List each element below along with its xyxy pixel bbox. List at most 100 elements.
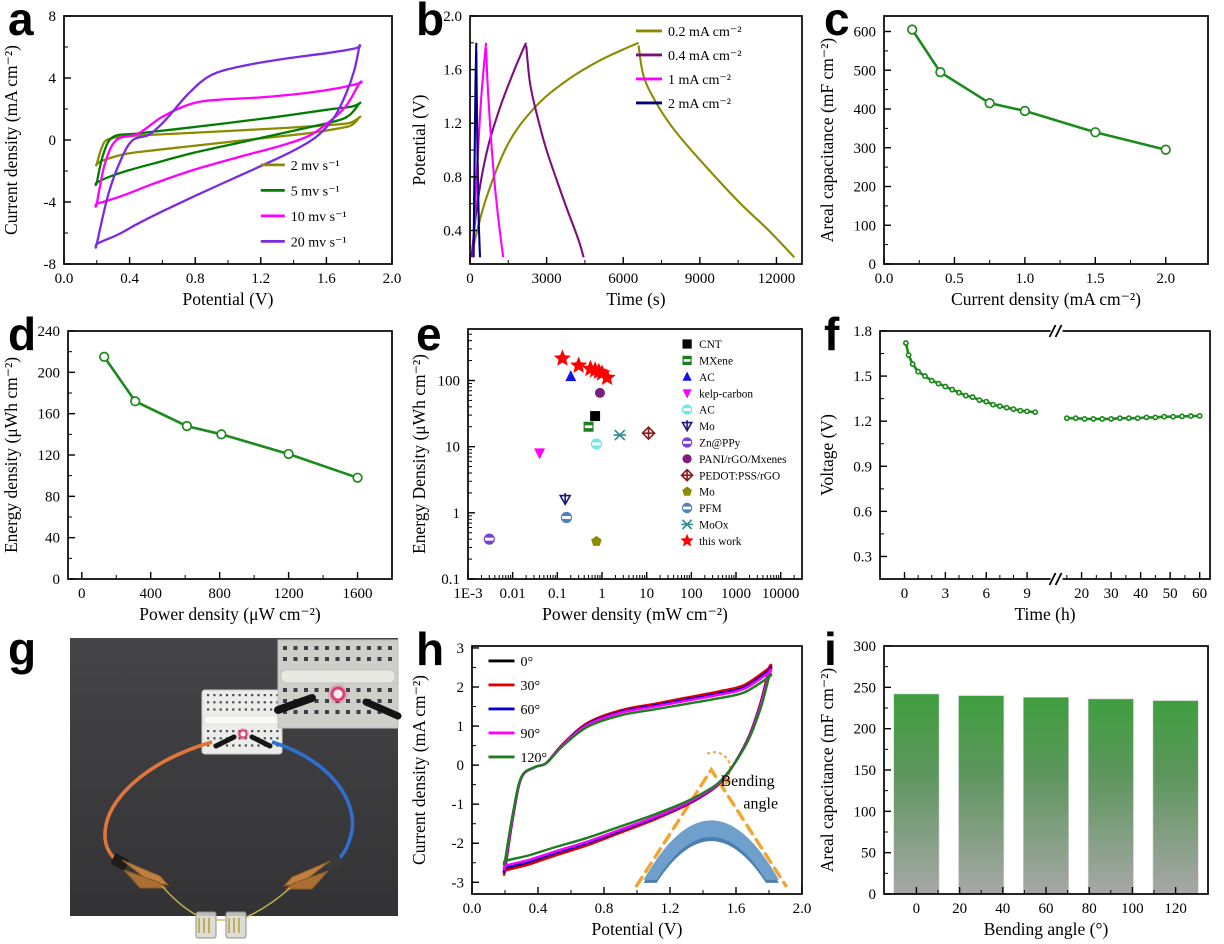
svg-text:40: 40	[1133, 586, 1148, 602]
panel-f: f 0 3 6 9 20 30 40 50 60 0.3 0.6 0.9 1.2 1.5 1.8 Time (…	[816, 308, 1224, 630]
svg-text:80: 80	[45, 489, 60, 505]
svg-text:80: 80	[1082, 901, 1097, 917]
panel-letter-d: d	[8, 308, 37, 360]
series-PEDOT:PSS/rGO	[641, 426, 656, 441]
svg-text:1: 1	[598, 586, 606, 602]
svg-text:1.8: 1.8	[853, 324, 872, 340]
svg-text:0: 0	[869, 257, 877, 273]
panel-h: h 0.0 0.4 0.8 1.2 1.6 2.0 -3 -2 -1 0 1 2 3 Potential …	[408, 623, 816, 944]
photo	[70, 638, 402, 939]
svg-text:PANI/rGO/Mxenes: PANI/rGO/Mxenes	[699, 454, 786, 466]
x-axis-label: Potential (V)	[592, 919, 683, 939]
svg-text:3000: 3000	[532, 271, 562, 287]
y-axis-label: Current density (mA cm⁻²)	[1, 45, 21, 235]
chart-root-i: 0 20 40 60 80 100 120 0 50 100 150 200 250 300 Bending…	[817, 639, 1209, 939]
svg-text:-1: -1	[452, 797, 465, 813]
svg-text:20: 20	[952, 901, 967, 917]
svg-text:200: 200	[854, 180, 877, 196]
svg-text:800: 800	[208, 586, 231, 602]
svg-text:1.6: 1.6	[727, 901, 746, 917]
y-axis-label: Energy density (μWh cm⁻²)	[1, 357, 21, 553]
svg-text:CNT: CNT	[699, 339, 722, 351]
series-2 mA cm⁻²	[472, 42, 482, 258]
alligator-clip-left	[111, 854, 170, 889]
svg-text:120: 120	[1164, 901, 1187, 917]
svg-text:240: 240	[38, 324, 61, 340]
breadboard	[201, 689, 283, 755]
svg-text:Zn@PPy: Zn@PPy	[699, 437, 741, 449]
svg-text:-2: -2	[452, 836, 465, 852]
legend: 0.2 mA cm⁻² 0.4 mA cm⁻² 1 mA cm⁻² 2 mA cm⁻²	[636, 25, 741, 112]
chart-root-b: 0 3000 6000 9000 12000 0.4 0.8 1.2 1.6 2.0 Time (s…	[409, 9, 803, 309]
svg-text:1.2: 1.2	[443, 116, 462, 132]
svg-text:250: 250	[854, 680, 877, 696]
svg-text:1200: 1200	[274, 586, 304, 602]
svg-text:4: 4	[49, 71, 57, 87]
series-2 mv s⁻¹	[95, 115, 362, 167]
panel-letter-g: g	[8, 623, 37, 675]
svg-text:-8: -8	[44, 257, 57, 273]
svg-text:1.2: 1.2	[661, 901, 680, 917]
svg-text:40: 40	[995, 901, 1010, 917]
series-5 mv s⁻¹	[94, 101, 362, 187]
x-axis-label: Current density (mA cm⁻²)	[951, 289, 1141, 309]
svg-text:2.0: 2.0	[383, 271, 402, 287]
svg-text:2: 2	[457, 680, 465, 696]
axis-ticks: 1E-3 0.01 0.1 1 10 100 1000 10000 0.1 1 10 100	[438, 333, 799, 602]
svg-text:10: 10	[639, 586, 654, 602]
svg-text:0.2 mA cm⁻²: 0.2 mA cm⁻²	[668, 25, 741, 40]
chart-root-f: 0 3 6 9 20 30 40 50 60 0.3 0.6 0.9 1.2 1.5 1.8 Time (h)…	[817, 324, 1211, 624]
svg-text:0: 0	[53, 572, 61, 588]
svg-text:AC: AC	[699, 405, 715, 417]
panel-letter-h: h	[416, 623, 445, 675]
energy-power-chart: 0 400 800 1200 1600 0 40 80 120 160 200 240 Power de…	[1, 324, 393, 624]
svg-text:8: 8	[49, 9, 57, 25]
axis-ticks: 0.0 0.4 0.8 1.2 1.6 2.0 -3 -2 -1 0 1 2 3	[452, 641, 812, 917]
series-0.2 mA cm⁻²	[469, 41, 796, 259]
svg-text:50: 50	[1163, 586, 1178, 602]
axis-ticks: 0 400 800 1200 1600 0 40 80 120 160 200 240	[38, 324, 373, 602]
svg-text:40: 40	[45, 531, 60, 547]
plot-frame	[469, 15, 803, 265]
svg-text:600: 600	[854, 25, 877, 41]
svg-text:0.3: 0.3	[853, 549, 872, 565]
x-axis-label: Bending angle (°)	[984, 919, 1109, 939]
svg-text:PFM: PFM	[699, 503, 722, 515]
self-discharge-chart: 0 3 6 9 20 30 40 50 60 0.3 0.6 0.9 1.2 1.5 1.8 Time (h)…	[817, 324, 1211, 624]
svg-text:10: 10	[445, 440, 460, 456]
svg-text:0: 0	[49, 133, 57, 149]
panel-letter-e: e	[416, 308, 442, 360]
y-axis-label: Areal capacitance (mF cm⁻²)	[817, 668, 837, 873]
svg-text:6: 6	[982, 586, 990, 602]
panel-letter-b: b	[416, 0, 445, 45]
svg-text:10 mv s⁻¹: 10 mv s⁻¹	[291, 210, 347, 225]
ragone-comparison-chart: 1E-3 0.01 0.1 1 10 100 1000 10000 0.1 1 10 100 Power…	[409, 328, 803, 624]
svg-text:1 mA cm⁻²: 1 mA cm⁻²	[668, 73, 731, 88]
annotation: Bending	[720, 773, 774, 790]
svg-text:AC: AC	[699, 372, 715, 384]
blue-wire	[271, 740, 355, 866]
panel-e: e 1E-3 0.01 0.1 1 10 100 1000 10000 0.1 1 10 100 Pow…	[408, 308, 816, 630]
areal-capacitance-chart: 0.0 0.5 1.0 1.5 2.0 0 100 200 300 400 500 600 Curren…	[817, 15, 1209, 309]
svg-text:2.0: 2.0	[443, 9, 462, 25]
svg-text:2.0: 2.0	[793, 901, 812, 917]
svg-text:1.6: 1.6	[317, 271, 336, 287]
chart-root-d: 0 400 800 1200 1600 0 40 80 120 160 200 240 Power de…	[1, 324, 393, 624]
red-led-closeup	[330, 686, 346, 702]
svg-text:0.9: 0.9	[853, 459, 872, 475]
svg-text:MXene: MXene	[699, 355, 733, 367]
series-20 mv s⁻¹	[94, 44, 362, 249]
svg-text:500: 500	[854, 63, 877, 79]
svg-text:1.6: 1.6	[443, 63, 462, 79]
supercapacitor-devices	[195, 911, 247, 939]
series-10 mv s⁻¹	[94, 80, 363, 208]
svg-text:1: 1	[453, 506, 461, 522]
y-axis-label: Energy Density (μWh cm⁻²)	[409, 354, 429, 554]
svg-text:0: 0	[901, 586, 909, 602]
panel-letter-c: c	[824, 0, 850, 45]
svg-text:50: 50	[861, 846, 876, 862]
svg-text:0: 0	[913, 901, 921, 917]
panel-letter-a: a	[8, 0, 34, 45]
svg-text:30°: 30°	[521, 679, 541, 694]
series-self-discharge	[902, 340, 1203, 422]
